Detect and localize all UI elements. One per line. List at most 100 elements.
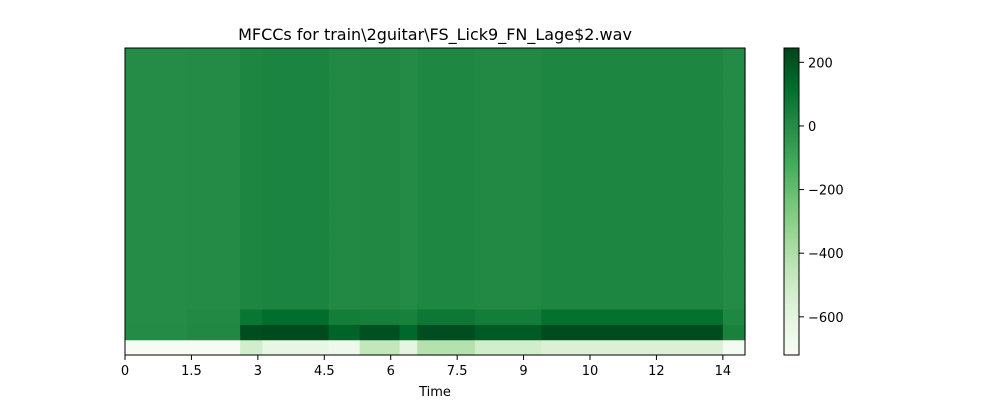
heatmap-cell — [262, 308, 330, 325]
heatmap-cell — [399, 109, 418, 126]
heatmap-cell — [417, 232, 476, 249]
heatmap-cell — [240, 339, 263, 356]
heatmap-cell — [474, 155, 542, 172]
heatmap-cell — [722, 78, 746, 95]
heatmap-cell — [722, 124, 746, 141]
heatmap-cell — [187, 140, 241, 157]
heatmap-cell — [187, 78, 241, 95]
heatmap-cell — [359, 232, 401, 249]
heatmap-cell — [474, 186, 542, 203]
heatmap-cell — [359, 63, 401, 80]
heatmap-cell — [359, 262, 401, 279]
heatmap-cell — [262, 186, 330, 203]
x-tick-label: 12 — [648, 364, 665, 379]
heatmap-cell — [722, 293, 746, 310]
heatmap-cell — [262, 124, 330, 141]
heatmap-cell — [541, 78, 724, 95]
x-axis: 0 1.5 3 4.5 6 7.5 9 10 12 14 — [121, 355, 731, 379]
heatmap-cell — [187, 155, 241, 172]
heatmap-cell — [328, 293, 361, 310]
heatmap-cell — [359, 278, 401, 295]
heatmap-cell — [722, 216, 746, 233]
heatmap-cell — [417, 140, 476, 157]
heatmap-cell — [328, 170, 361, 187]
heatmap-cell — [125, 201, 188, 218]
heatmap-cell — [328, 262, 361, 279]
heatmap-cell — [125, 109, 188, 126]
x-axis-label: Time — [418, 385, 451, 400]
x-tick-label: 14 — [715, 364, 732, 379]
heatmap-cell — [417, 155, 476, 172]
heatmap-cell — [541, 324, 724, 341]
heatmap-cell — [187, 48, 241, 64]
heatmap-cell — [262, 262, 330, 279]
heatmap-cell — [417, 63, 476, 80]
heatmap-cell — [125, 262, 188, 279]
plot-frame — [124, 47, 746, 356]
heatmap-cell — [187, 186, 241, 203]
x-tick-label: 0 — [121, 364, 129, 379]
heatmap-cell — [359, 247, 401, 264]
heatmap-cell — [187, 247, 241, 264]
heatmap-cell — [722, 94, 746, 110]
heatmap-cell — [722, 155, 746, 172]
heatmap-cell — [722, 278, 746, 295]
heatmap-cell — [359, 78, 401, 95]
heatmap-cell — [328, 109, 361, 126]
heatmap-cell — [722, 48, 746, 64]
heatmap-cell — [722, 247, 746, 264]
heatmap-cell — [417, 124, 476, 141]
colorbar-tick-label: −200 — [808, 184, 844, 199]
heatmap-cell — [399, 186, 418, 203]
heatmap-cell — [328, 63, 361, 80]
heatmap-cell — [399, 278, 418, 295]
heatmap-cell — [722, 109, 746, 126]
heatmap-cell — [474, 216, 542, 233]
heatmap-cell — [262, 170, 330, 187]
heatmap-cell — [125, 63, 188, 80]
heatmap-cell — [187, 170, 241, 187]
heatmap-cell — [187, 293, 241, 310]
heatmap-cell — [125, 216, 188, 233]
colorbar-tick-label: −600 — [808, 311, 844, 326]
heatmap-cell — [399, 63, 418, 80]
heatmap-cell — [262, 78, 330, 95]
heatmap-cell — [328, 247, 361, 264]
heatmap-cell — [187, 201, 241, 218]
heatmap-cell — [359, 170, 401, 187]
heatmap-cell — [240, 201, 263, 218]
heatmap-cell — [541, 216, 724, 233]
heatmap-cell — [417, 339, 476, 356]
colorbar-tick-label: 200 — [808, 56, 833, 71]
heatmap-cell — [262, 109, 330, 126]
heatmap-cell — [125, 232, 188, 249]
heatmap-cell — [474, 109, 542, 126]
heatmap-cell — [359, 186, 401, 203]
heatmap-cell — [474, 278, 542, 295]
heatmap-cell — [417, 308, 476, 325]
heatmap-cell — [417, 262, 476, 279]
heatmap-cell — [541, 140, 724, 157]
heatmap-cell — [240, 124, 263, 141]
heatmap-cell — [359, 124, 401, 141]
heatmap-cell — [359, 48, 401, 64]
heatmap-cell — [541, 293, 724, 310]
heatmap-cell — [125, 293, 188, 310]
heatmap-cell — [399, 262, 418, 279]
heatmap-cell — [399, 247, 418, 264]
heatmap-cell — [474, 324, 542, 341]
heatmap-cell — [359, 155, 401, 172]
heatmap-cell — [541, 109, 724, 126]
heatmap-cell — [240, 232, 263, 249]
heatmap-cell — [262, 201, 330, 218]
heatmap-cell — [262, 48, 330, 64]
x-tick-label: 7.5 — [447, 364, 468, 379]
heatmap-cell — [722, 308, 746, 325]
colorbar-frame — [783, 47, 800, 356]
heatmap-cell — [328, 155, 361, 172]
heatmap-cell — [125, 308, 188, 325]
heatmap-cells — [125, 48, 746, 356]
heatmap-cell — [359, 201, 401, 218]
